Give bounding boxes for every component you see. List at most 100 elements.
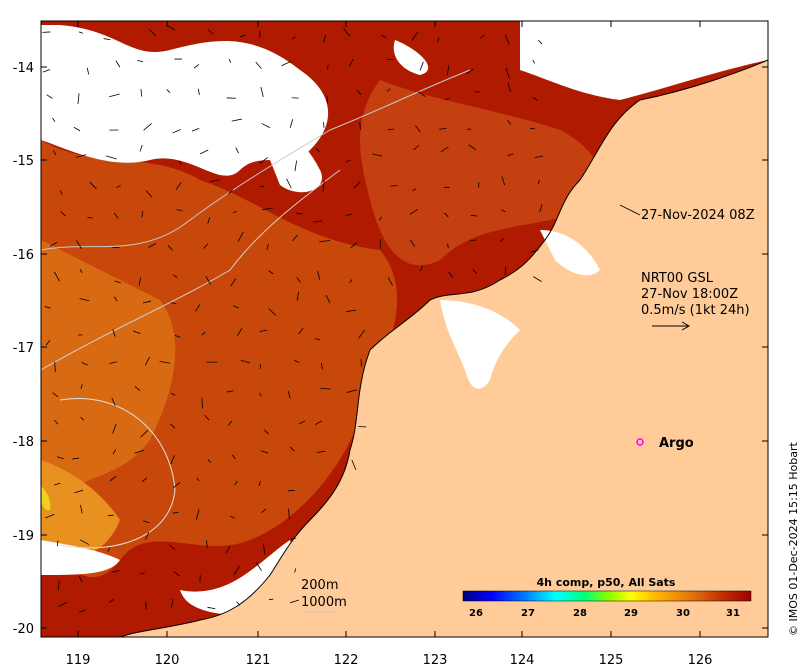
current-vector: [226, 390, 234, 393]
current-vector: [201, 397, 203, 409]
current-vector: [539, 204, 543, 213]
x-axis: 119 120 121 122 123 124 125 126: [66, 21, 713, 668]
current-vector: [167, 245, 173, 251]
current-vector: [294, 160, 298, 172]
current-vector: [290, 537, 296, 540]
current-vector: [167, 25, 176, 31]
current-vector: [507, 82, 512, 93]
current-vector: [504, 35, 510, 45]
current-vector: [112, 423, 117, 434]
colorbar-tick-label: 29: [624, 608, 638, 619]
current-vector: [295, 212, 303, 215]
current-vector: [466, 68, 474, 74]
current-vector: [327, 64, 329, 70]
timestamp-pointer: [619, 204, 641, 216]
current-vector: [316, 450, 326, 453]
current-vector: [413, 145, 420, 151]
current-vector: [379, 216, 383, 221]
x-tick-label: 120: [155, 653, 180, 668]
plot-frame: [40, 20, 769, 638]
current-vector: [139, 144, 143, 152]
y-tick-label: -18: [13, 435, 34, 450]
current-vector: [353, 181, 361, 189]
current-vector: [298, 327, 304, 335]
current-vector: [57, 601, 68, 608]
cloud-cover-northeast: [520, 21, 768, 100]
current-vector: [233, 565, 240, 576]
current-vector: [79, 298, 90, 302]
current-vector: [359, 122, 361, 130]
current-vector: [54, 361, 56, 373]
current-vector: [80, 416, 85, 421]
current-vector: [191, 128, 200, 132]
current-vector: [143, 520, 150, 524]
current-vector: [356, 90, 362, 96]
current-vector: [440, 146, 449, 153]
current-vector: [437, 37, 440, 43]
current-vector: [148, 243, 156, 248]
current-vector: [111, 397, 116, 406]
current-vector: [323, 122, 325, 128]
current-vector: [103, 38, 111, 41]
current-vector: [292, 234, 298, 242]
current-vector: [45, 513, 55, 519]
current-vector: [53, 271, 60, 282]
current-vector: [287, 390, 291, 399]
current-vector: [322, 181, 325, 192]
current-vector: [419, 265, 424, 271]
current-vector: [346, 159, 351, 163]
current-vector: [291, 36, 297, 40]
current-vector: [199, 149, 209, 155]
colorbar-tick-label: 27: [521, 608, 535, 619]
current-vector: [412, 188, 417, 192]
current-vector: [320, 387, 331, 390]
current-vector: [195, 509, 200, 520]
current-vector: [343, 28, 351, 37]
current-vector: [210, 179, 220, 183]
current-vector: [176, 209, 183, 211]
argo-marker: [636, 438, 644, 446]
x-tick-label: 126: [688, 653, 713, 668]
current-vector: [530, 249, 539, 253]
credit-text: © IMOS 01-Dec-2024 15:15 Hobart: [787, 441, 800, 636]
land-mass: [120, 60, 768, 637]
current-vector: [287, 508, 290, 520]
current-vector: [148, 29, 156, 37]
current-vector: [380, 34, 387, 38]
current-vector: [387, 277, 393, 286]
map-plot-area: [41, 21, 768, 637]
current-vector: [296, 277, 301, 283]
current-vector: [72, 457, 80, 460]
current-vector: [112, 569, 120, 573]
current-vector: [134, 386, 141, 392]
current-vector: [236, 327, 243, 337]
contour-1000m: [41, 69, 471, 251]
current-vector: [74, 489, 84, 494]
current-vector: [44, 306, 51, 309]
current-vector: [268, 270, 274, 275]
sst-yellow-patch: [41, 485, 51, 511]
current-vector: [178, 160, 182, 165]
current-vector: [79, 539, 90, 545]
current-vector: [296, 291, 299, 301]
current-vector: [320, 362, 323, 370]
current-vector: [448, 272, 454, 278]
sst-warm-region: [41, 140, 398, 578]
current-vector: [286, 178, 292, 189]
current-vector: [207, 217, 211, 224]
current-vector: [259, 157, 268, 164]
current-vector: [171, 598, 174, 608]
current-vector: [447, 243, 449, 249]
current-vector: [229, 515, 235, 519]
current-vector: [232, 211, 237, 214]
current-vector: [259, 329, 268, 332]
current-vector: [112, 329, 116, 337]
current-vector: [145, 531, 150, 540]
current-vector: [534, 155, 543, 159]
current-vector: [231, 454, 236, 460]
current-vector: [261, 508, 267, 513]
current-vector: [262, 543, 266, 555]
current-vector: [350, 242, 357, 249]
current-vector: [77, 93, 80, 104]
current-vector: [532, 97, 538, 101]
